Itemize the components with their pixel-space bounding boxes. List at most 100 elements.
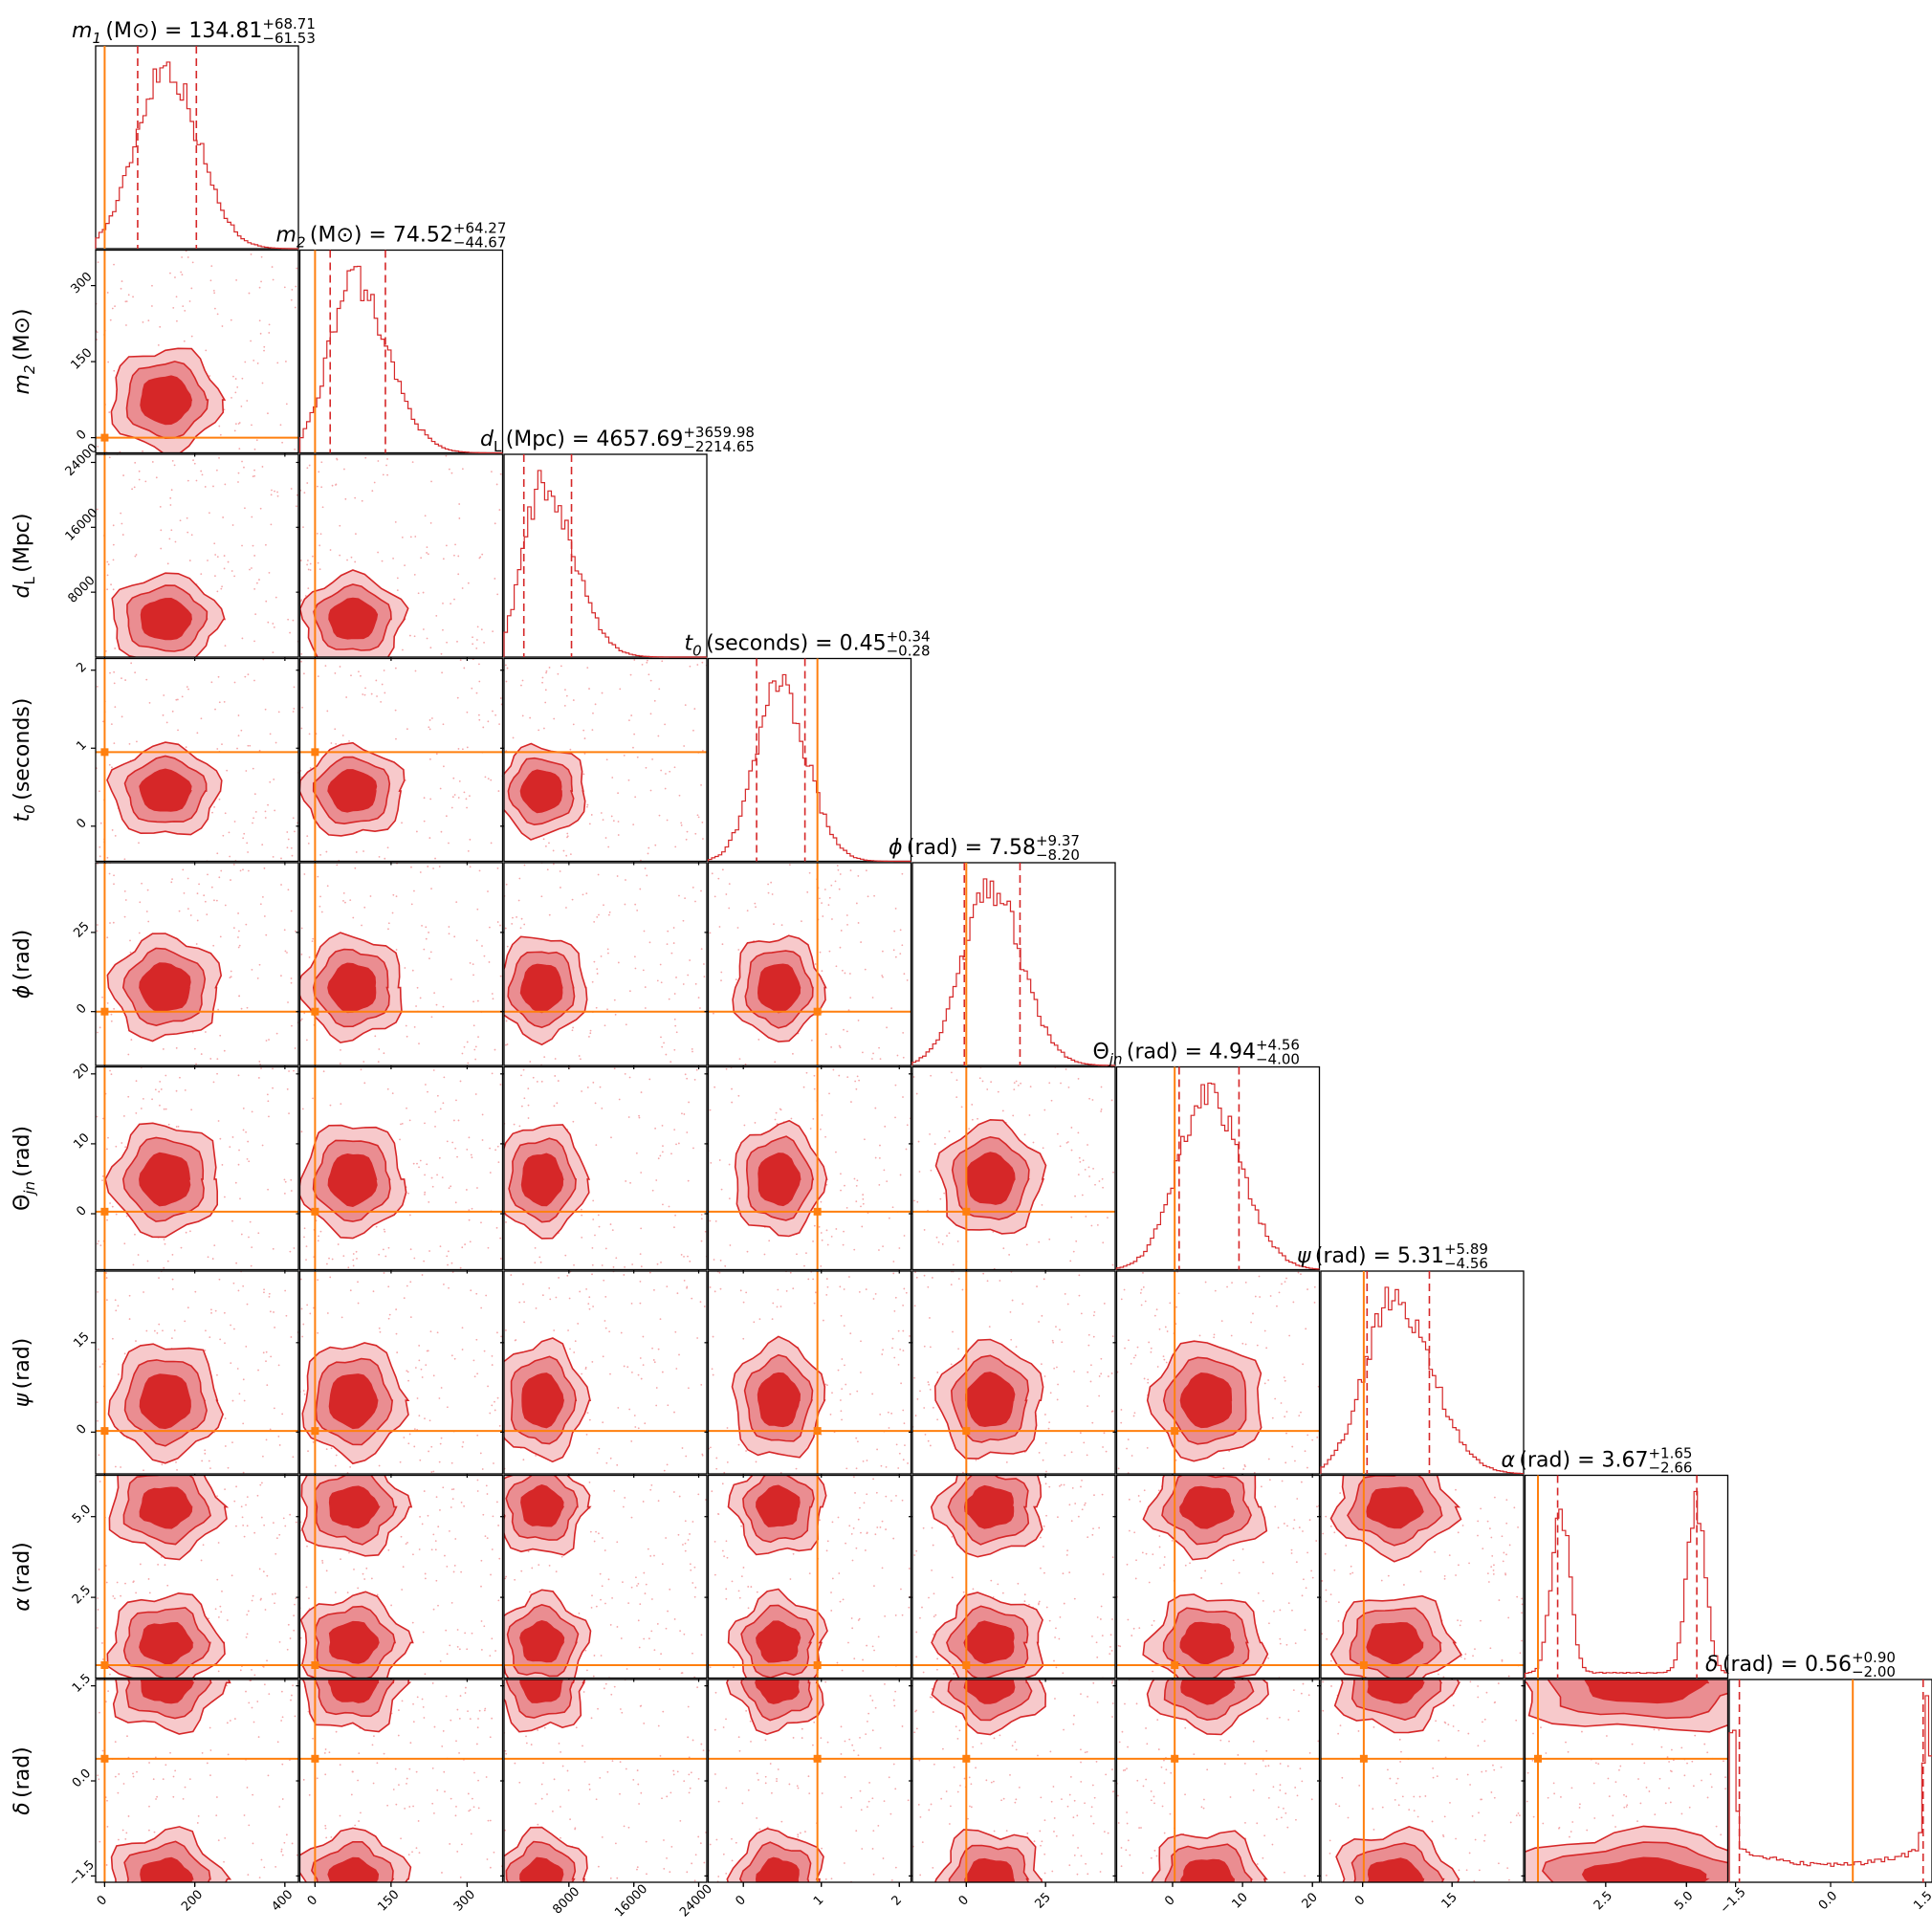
sample-point xyxy=(613,1067,616,1070)
sample-point xyxy=(257,1077,260,1079)
sample-point xyxy=(1051,1339,1054,1342)
sample-point xyxy=(1048,1619,1051,1622)
sample-point xyxy=(488,961,491,963)
sample-point xyxy=(928,1383,931,1386)
sample-point xyxy=(634,903,637,906)
sample-point xyxy=(876,1526,879,1528)
sample-point xyxy=(498,1557,501,1560)
sample-point xyxy=(1254,1295,1257,1298)
sample-point xyxy=(280,1848,283,1851)
sample-point xyxy=(438,1460,441,1463)
sample-point xyxy=(1325,1515,1328,1518)
sample-point xyxy=(234,391,237,394)
sample-point xyxy=(841,969,844,972)
sample-point xyxy=(378,1253,381,1256)
scatter-panel-dL-alpha xyxy=(500,1474,708,1682)
sample-point xyxy=(584,1649,587,1652)
sample-point xyxy=(312,937,315,940)
sample-point xyxy=(617,821,620,823)
sample-point xyxy=(678,1353,680,1356)
sample-point xyxy=(1213,1336,1216,1339)
sample-point xyxy=(1058,1637,1061,1640)
sample-point xyxy=(664,723,666,726)
sample-point xyxy=(150,305,153,307)
sample-point xyxy=(522,1459,525,1461)
sample-point xyxy=(841,1418,843,1421)
sample-point xyxy=(837,868,840,871)
sample-point xyxy=(567,1789,570,1791)
sample-point xyxy=(97,1031,99,1034)
sample-point xyxy=(812,1240,814,1242)
sample-point xyxy=(301,1108,304,1110)
sample-point xyxy=(862,1658,864,1661)
sample-point xyxy=(493,1851,495,1854)
sample-point xyxy=(264,708,267,711)
sample-point xyxy=(148,1829,150,1832)
sample-point xyxy=(227,1466,230,1469)
sample-point xyxy=(849,1332,852,1335)
sample-point xyxy=(386,1087,389,1090)
sample-point xyxy=(1065,1068,1067,1070)
sample-point xyxy=(363,906,366,909)
sample-point xyxy=(859,1506,861,1509)
sample-point xyxy=(795,1467,798,1470)
sample-point xyxy=(1083,1441,1086,1444)
sample-point xyxy=(147,920,150,923)
sample-point xyxy=(543,1726,546,1729)
sample-point xyxy=(821,970,823,973)
sample-point xyxy=(459,1877,462,1878)
sample-point xyxy=(448,842,450,845)
sample-point xyxy=(1213,1333,1216,1336)
sample-point xyxy=(486,1858,489,1860)
sample-point xyxy=(212,289,215,292)
sample-point xyxy=(1442,1676,1445,1679)
sample-point xyxy=(1222,1467,1225,1470)
sample-point xyxy=(204,1350,207,1351)
sample-point xyxy=(848,1525,851,1527)
sample-point xyxy=(458,779,461,782)
sample-point xyxy=(412,1162,415,1165)
sample-point xyxy=(423,1260,426,1262)
sample-point xyxy=(499,472,502,475)
sample-point xyxy=(487,890,489,892)
sample-point xyxy=(445,1695,448,1698)
sample-point xyxy=(1100,1110,1103,1112)
sample-point xyxy=(434,1548,437,1551)
scatter-panel-dL-psi xyxy=(500,1270,708,1478)
sample-point xyxy=(1287,1602,1290,1605)
sample-point xyxy=(715,1467,718,1470)
sample-point xyxy=(518,1781,521,1784)
sample-point xyxy=(329,1104,332,1107)
sample-point xyxy=(622,1581,624,1584)
sample-point xyxy=(423,948,426,951)
sample-point xyxy=(1503,1551,1505,1554)
sample-point xyxy=(495,483,498,486)
sample-point xyxy=(592,712,594,714)
sample-point xyxy=(454,1538,457,1540)
sample-point xyxy=(134,461,137,464)
sample-point xyxy=(289,1637,292,1639)
sample-point xyxy=(997,1090,999,1093)
sample-point xyxy=(427,866,429,867)
sample-point xyxy=(820,1128,822,1131)
sample-point xyxy=(714,1728,716,1731)
sample-point xyxy=(475,692,478,694)
sample-point xyxy=(1059,1328,1061,1331)
sample-point xyxy=(123,890,126,892)
sample-point xyxy=(1329,1593,1332,1596)
sample-point xyxy=(435,1003,438,1006)
sample-point xyxy=(127,1095,130,1098)
sample-point xyxy=(1324,1552,1327,1555)
sample-point xyxy=(258,319,261,322)
sample-point xyxy=(434,857,436,860)
sample-point xyxy=(607,845,610,848)
sample-point xyxy=(232,927,235,930)
sample-point xyxy=(653,1554,655,1557)
sample-point xyxy=(951,1576,954,1579)
sample-point xyxy=(1015,1346,1018,1349)
sample-point xyxy=(302,1323,305,1326)
sample-point xyxy=(478,869,481,872)
sample-point xyxy=(258,579,260,581)
sample-point xyxy=(312,1440,315,1443)
sample-point xyxy=(592,1081,595,1084)
